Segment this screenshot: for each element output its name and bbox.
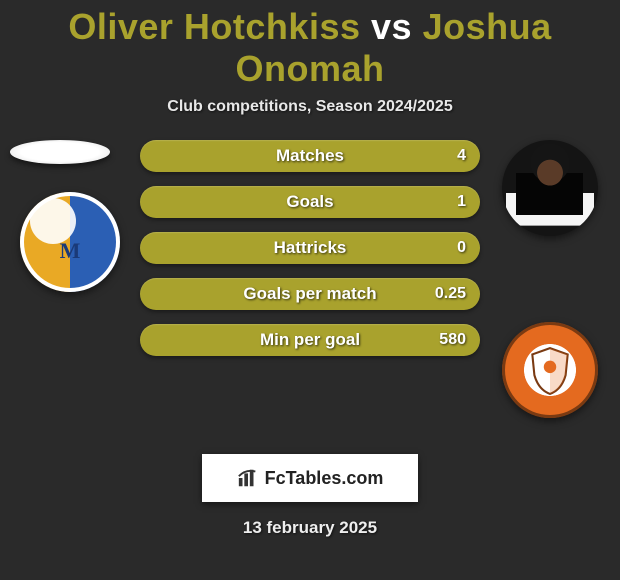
stat-value-right: 1 <box>457 193 466 211</box>
stat-value-right: 4 <box>457 147 466 165</box>
stat-label: Goals <box>140 192 480 212</box>
stat-row: Matches4 <box>140 140 480 172</box>
stat-row: Hattricks0 <box>140 232 480 264</box>
stat-label: Min per goal <box>140 330 480 350</box>
stat-label: Hattricks <box>140 238 480 258</box>
player2-club-crest <box>502 322 598 418</box>
player1-club-crest: M <box>20 192 120 292</box>
stat-value-right: 0 <box>457 239 466 257</box>
player1-name: Oliver Hotchkiss <box>68 6 360 47</box>
crest-letter: M <box>60 238 81 264</box>
brand-box: FcTables.com <box>202 454 418 502</box>
comparison-stage: M Matches4 Goals1 Hattricks0 Goals per matc… <box>0 140 620 440</box>
comparison-title: Oliver Hotchkiss vs Joshua Onomah <box>0 0 620 90</box>
player2-avatar <box>502 140 598 236</box>
stat-row: Goals per match0.25 <box>140 278 480 310</box>
stat-value-right: 0.25 <box>435 285 466 303</box>
stat-label: Matches <box>140 146 480 166</box>
stat-row: Min per goal580 <box>140 324 480 356</box>
brand-chart-icon <box>237 467 259 489</box>
crest-shield-icon <box>524 344 576 396</box>
footer-date: 13 february 2025 <box>0 518 620 538</box>
vs-separator: vs <box>371 6 412 47</box>
subtitle: Club competitions, Season 2024/2025 <box>0 98 620 116</box>
player1-avatar-placeholder <box>10 140 110 164</box>
brand-text: FcTables.com <box>265 468 384 489</box>
stat-row: Goals1 <box>140 186 480 218</box>
stat-bars: Matches4Goals1Hattricks0Goals per match0… <box>140 140 480 370</box>
stat-value-right: 580 <box>439 331 466 349</box>
stat-label: Goals per match <box>140 284 480 304</box>
